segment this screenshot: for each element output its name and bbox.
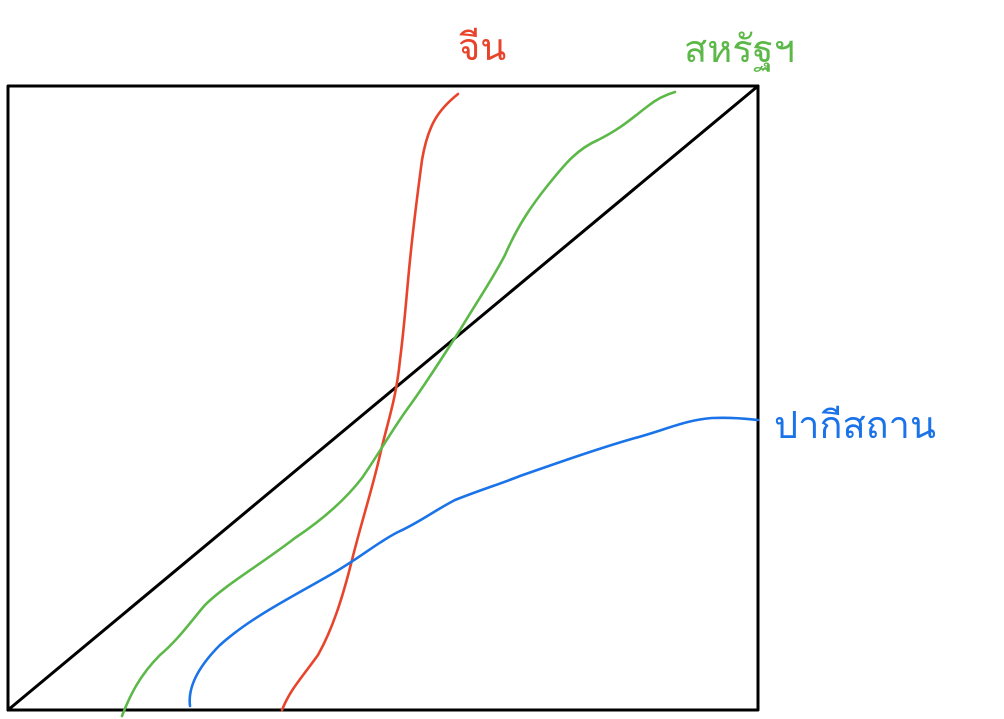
label-blue: ปากีสถาน [774, 403, 936, 447]
blue-curve [188, 416, 760, 708]
label-red: จีน [458, 25, 506, 69]
label-green: สหรัฐฯ [684, 27, 795, 72]
red-curve [280, 92, 460, 712]
diagonal-line [6, 84, 760, 712]
chart-frame [6, 84, 760, 712]
green-curve [120, 90, 677, 718]
